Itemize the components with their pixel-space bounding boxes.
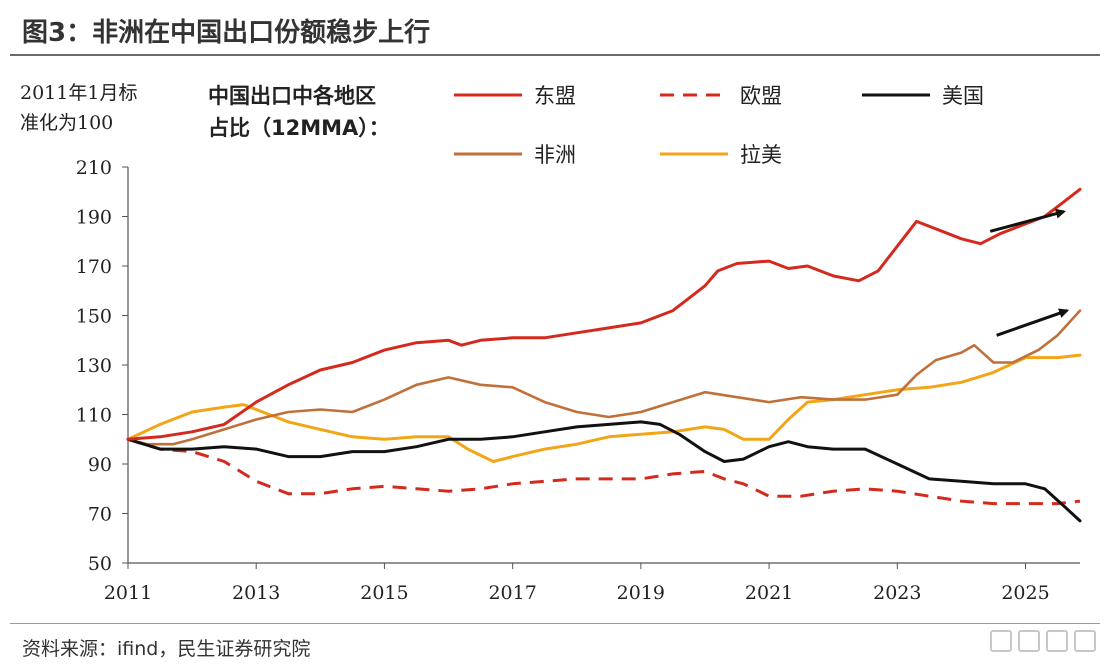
x-tick-label: 2019	[617, 582, 665, 604]
x-tick-label: 2023	[873, 582, 921, 604]
series-line-0	[126, 187, 1082, 441]
trend-arrow-1	[996, 308, 1070, 337]
x-tick-label: 2025	[1001, 582, 1049, 604]
x-tick-label: 2013	[232, 582, 280, 604]
legend-label-4: 拉美	[740, 143, 782, 167]
legend-title: 中国出口中各地区 占比（12MMA）：	[208, 80, 448, 144]
series-line-3	[126, 309, 1082, 446]
line-chart: 50 70 90 110 130 150 170 190 210 2011 2013 2015 2017…	[76, 84, 1082, 604]
y-tick-label: 130	[76, 355, 112, 377]
series-line-2	[126, 420, 1082, 523]
legend-label-0: 东盟	[534, 84, 576, 108]
source-note: 资料来源：ifind，民生证券研究院	[22, 638, 311, 660]
y-tick-label: 70	[88, 504, 112, 526]
y-tick-label: 190	[76, 207, 112, 229]
x-tick-label: 2015	[360, 582, 408, 604]
legend-label-1: 欧盟	[740, 84, 782, 108]
legend-title-line-1: 中国出口中各地区	[208, 84, 376, 108]
trend-arrow-0	[989, 208, 1066, 233]
series-line-4	[126, 353, 1082, 463]
x-tick-label: 2011	[104, 582, 152, 604]
y-tick-label: 110	[76, 405, 112, 427]
legend-title-line-2: 占比（12MMA）：	[208, 116, 390, 140]
watermark-icon	[1018, 630, 1040, 652]
watermark	[990, 630, 1096, 652]
y-axis-label: 2011年1月标 准化为100	[20, 78, 200, 138]
y-tick-label: 90	[88, 454, 112, 476]
source-divider	[10, 623, 1100, 624]
x-tick-label: 2021	[745, 582, 793, 604]
watermark-icon	[990, 630, 1012, 652]
legend-label-2: 美国	[942, 84, 984, 108]
watermark-icon	[1046, 630, 1068, 652]
watermark-icon	[1074, 630, 1096, 652]
x-tick-label: 2017	[488, 582, 536, 604]
legend-label-3: 非洲	[534, 143, 576, 167]
y-tick-label: 50	[88, 553, 112, 575]
series-line-1	[127, 437, 1081, 506]
annotation-layer	[989, 208, 1070, 337]
figure-title: 图3：非洲在中国出口份额稳步上行	[22, 18, 431, 48]
series-layer	[126, 187, 1082, 523]
y-tick-label: 150	[76, 306, 112, 328]
y-axis-label-line-2: 准化为100	[20, 112, 114, 134]
y-axis-label-line-1: 2011年1月标	[20, 82, 138, 104]
y-tick-label: 170	[76, 256, 112, 278]
y-tick-label: 210	[76, 157, 112, 179]
title-divider	[10, 54, 1100, 56]
chart-axes: 50 70 90 110 130 150 170 190 210 2011 2013 2015 2017…	[76, 157, 1080, 604]
